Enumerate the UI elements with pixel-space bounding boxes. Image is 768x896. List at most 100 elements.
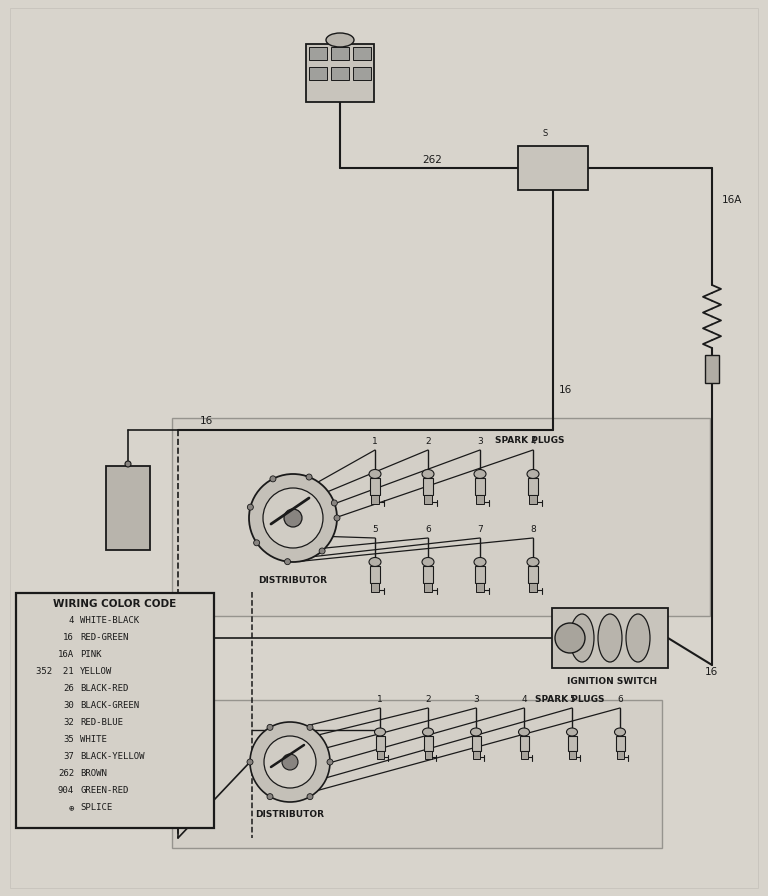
Text: 35: 35 — [63, 735, 74, 744]
Circle shape — [555, 623, 585, 653]
Circle shape — [247, 759, 253, 765]
Text: 5: 5 — [569, 695, 575, 704]
Text: 26: 26 — [63, 684, 74, 693]
Circle shape — [334, 515, 340, 521]
Bar — [529, 495, 537, 504]
Bar — [371, 495, 379, 504]
Bar — [617, 751, 624, 759]
Text: RED-GREEN: RED-GREEN — [80, 633, 128, 642]
Text: ⊕: ⊕ — [68, 803, 74, 812]
Circle shape — [282, 754, 298, 770]
Bar — [520, 736, 529, 751]
Bar — [353, 67, 371, 80]
Bar — [106, 466, 150, 550]
Bar — [377, 751, 384, 759]
Bar — [476, 583, 484, 592]
Text: 8: 8 — [530, 525, 536, 534]
Bar — [424, 583, 432, 592]
Bar — [423, 478, 433, 495]
Text: WHITE: WHITE — [80, 735, 107, 744]
Bar — [309, 67, 327, 80]
Bar — [331, 47, 349, 60]
Ellipse shape — [527, 470, 539, 478]
Text: SPLICE: SPLICE — [80, 803, 112, 812]
Bar — [569, 751, 576, 759]
Ellipse shape — [474, 470, 486, 478]
Text: BLACK-RED: BLACK-RED — [80, 684, 128, 693]
Text: 16: 16 — [200, 416, 214, 426]
Bar — [568, 736, 577, 751]
Text: 16A: 16A — [58, 650, 74, 659]
Circle shape — [267, 794, 273, 799]
Ellipse shape — [422, 470, 434, 478]
Bar — [331, 67, 349, 80]
Circle shape — [307, 794, 313, 799]
Text: 16: 16 — [63, 633, 74, 642]
Circle shape — [247, 504, 253, 510]
Text: 37: 37 — [63, 752, 74, 761]
Circle shape — [264, 736, 316, 788]
Ellipse shape — [614, 728, 625, 736]
Text: WHITE-BLACK: WHITE-BLACK — [80, 616, 139, 625]
Bar — [528, 566, 538, 583]
Text: 32: 32 — [63, 718, 74, 727]
Text: 7: 7 — [477, 525, 483, 534]
Text: 3: 3 — [477, 437, 483, 446]
Bar — [424, 736, 433, 751]
Text: 4: 4 — [68, 616, 74, 625]
Circle shape — [306, 474, 312, 480]
Circle shape — [263, 488, 323, 548]
Bar — [306, 44, 374, 102]
Text: SPARK PLUGS: SPARK PLUGS — [535, 695, 604, 704]
Text: 30: 30 — [63, 701, 74, 710]
Text: 904: 904 — [58, 786, 74, 795]
Text: RED-BLUE: RED-BLUE — [80, 718, 123, 727]
Bar — [353, 47, 371, 60]
Ellipse shape — [369, 557, 381, 566]
Ellipse shape — [471, 728, 482, 736]
Ellipse shape — [422, 728, 433, 736]
Ellipse shape — [626, 614, 650, 662]
Bar — [476, 495, 484, 504]
Text: 4: 4 — [530, 437, 536, 446]
Bar — [370, 566, 380, 583]
Text: 4: 4 — [521, 695, 527, 704]
Text: 6: 6 — [425, 525, 431, 534]
Bar — [309, 47, 327, 60]
Text: DISTRIBUTOR: DISTRIBUTOR — [259, 576, 327, 585]
Text: 262: 262 — [422, 155, 442, 165]
Bar — [16, 593, 214, 828]
Bar — [172, 418, 710, 616]
Ellipse shape — [326, 33, 354, 47]
Circle shape — [270, 476, 276, 482]
Bar — [518, 146, 588, 190]
Text: SPARK PLUGS: SPARK PLUGS — [495, 436, 564, 445]
Bar — [172, 700, 662, 848]
Ellipse shape — [369, 470, 381, 478]
Text: BROWN: BROWN — [80, 769, 107, 778]
Bar — [475, 478, 485, 495]
Text: 5: 5 — [372, 525, 378, 534]
Text: S: S — [543, 129, 548, 138]
Circle shape — [125, 461, 131, 467]
Ellipse shape — [598, 614, 622, 662]
Bar — [472, 736, 481, 751]
Text: GREEN-RED: GREEN-RED — [80, 786, 128, 795]
Text: 6: 6 — [617, 695, 623, 704]
Text: 1: 1 — [377, 695, 383, 704]
Text: BLACK-GREEN: BLACK-GREEN — [80, 701, 139, 710]
Circle shape — [267, 724, 273, 730]
Bar — [423, 566, 433, 583]
Circle shape — [284, 559, 290, 564]
Ellipse shape — [422, 557, 434, 566]
Bar — [552, 608, 668, 668]
Text: 16: 16 — [705, 667, 718, 677]
Bar — [475, 566, 485, 583]
Ellipse shape — [570, 614, 594, 662]
Bar — [705, 355, 719, 383]
Bar — [370, 478, 380, 495]
Ellipse shape — [375, 728, 386, 736]
Text: IGNITION SWITCH: IGNITION SWITCH — [567, 677, 657, 686]
Bar — [528, 478, 538, 495]
Text: 16: 16 — [559, 385, 572, 395]
